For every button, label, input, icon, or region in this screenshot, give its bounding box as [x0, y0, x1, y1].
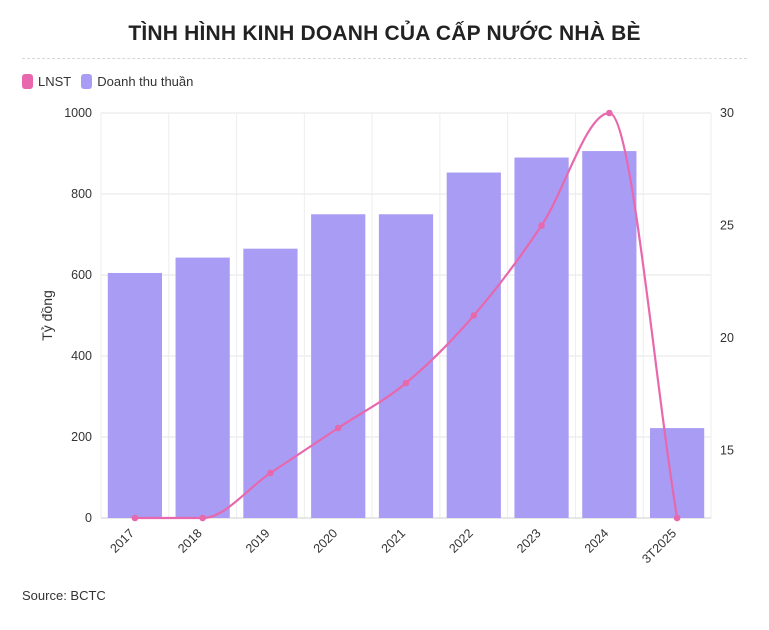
legend-swatch-lnst — [22, 74, 33, 89]
point-lnst — [538, 222, 545, 229]
line-lnst — [134, 111, 679, 520]
point-lnst — [267, 469, 274, 477]
y2-tick-label: 25 — [720, 219, 734, 233]
point-lnst — [402, 379, 410, 387]
x-tick-label: 2022 — [446, 526, 476, 556]
point-lnst — [470, 312, 478, 319]
y-axis-title: Tỷ đồng — [39, 290, 55, 341]
point-lnst — [334, 424, 342, 432]
legend-label-lnst: LNST — [38, 74, 72, 89]
x-tick-label: 3T2025 — [639, 526, 679, 566]
bar-revenue — [650, 428, 705, 518]
source-note: Source: BCTC — [22, 588, 106, 603]
legend-label-revenue: Doanh thu thuần — [97, 74, 194, 89]
bar-revenue — [514, 157, 569, 519]
legend-item-revenue[interactable]: Doanh thu thuần — [81, 74, 193, 89]
x-tick-label: 2017 — [107, 526, 137, 556]
bar-revenue — [311, 214, 366, 518]
y-tick-label: 600 — [71, 268, 92, 282]
y-tick-label: 1000 — [64, 106, 92, 120]
y-tick-label: 200 — [71, 430, 92, 444]
bar-revenue — [175, 257, 230, 518]
point-lnst — [131, 514, 139, 522]
x-tick-label: 2021 — [379, 526, 409, 556]
bar-revenue — [107, 272, 162, 518]
y-tick-label: 400 — [71, 349, 92, 363]
x-tick-label: 2020 — [311, 526, 341, 556]
y2-tick-label: 30 — [720, 106, 734, 120]
y-tick-label: 800 — [71, 187, 92, 201]
x-tick-label: 2018 — [175, 526, 205, 556]
x-tick-label: 2019 — [243, 526, 273, 556]
bar-revenue — [243, 248, 298, 519]
point-lnst — [606, 109, 613, 117]
y2-tick-label: 20 — [720, 331, 734, 345]
legend: LNST Doanh thu thuần — [22, 74, 203, 89]
legend-swatch-revenue — [81, 74, 93, 89]
point-lnst — [199, 514, 206, 522]
y2-tick-label: 15 — [720, 444, 734, 458]
legend-item-lnst[interactable]: LNST — [22, 74, 71, 89]
bar-revenue — [446, 172, 501, 518]
x-tick-label: 2024 — [582, 526, 612, 556]
y-tick-label: 0 — [85, 511, 92, 525]
bar-revenue — [582, 151, 637, 518]
x-tick-label: 2023 — [514, 526, 544, 556]
point-lnst — [673, 514, 681, 522]
chart-title: TÌNH HÌNH KINH DOANH CỦA CẤP NƯỚC NHÀ BÈ — [128, 22, 641, 45]
title-divider — [22, 58, 747, 59]
